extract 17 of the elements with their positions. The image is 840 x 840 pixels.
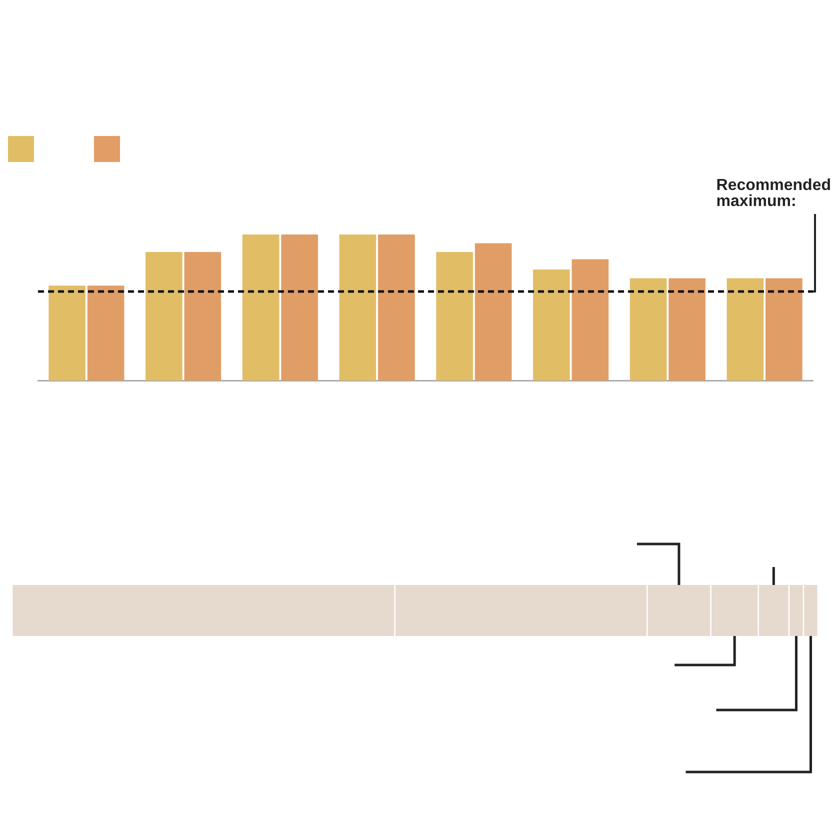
bar (766, 278, 802, 381)
bar (474, 243, 512, 381)
bar (87, 286, 124, 381)
bar (668, 278, 706, 381)
bar (378, 234, 415, 381)
bar (184, 252, 222, 381)
bar (572, 259, 609, 381)
bar (339, 234, 376, 381)
bar (533, 270, 570, 381)
ref-line-label: Recommended maximum: (716, 177, 832, 210)
bar (281, 234, 318, 381)
bar (242, 234, 280, 381)
bar (726, 278, 764, 381)
bar (48, 286, 86, 381)
bar (436, 252, 473, 381)
bar (146, 252, 182, 381)
bar (630, 278, 667, 381)
